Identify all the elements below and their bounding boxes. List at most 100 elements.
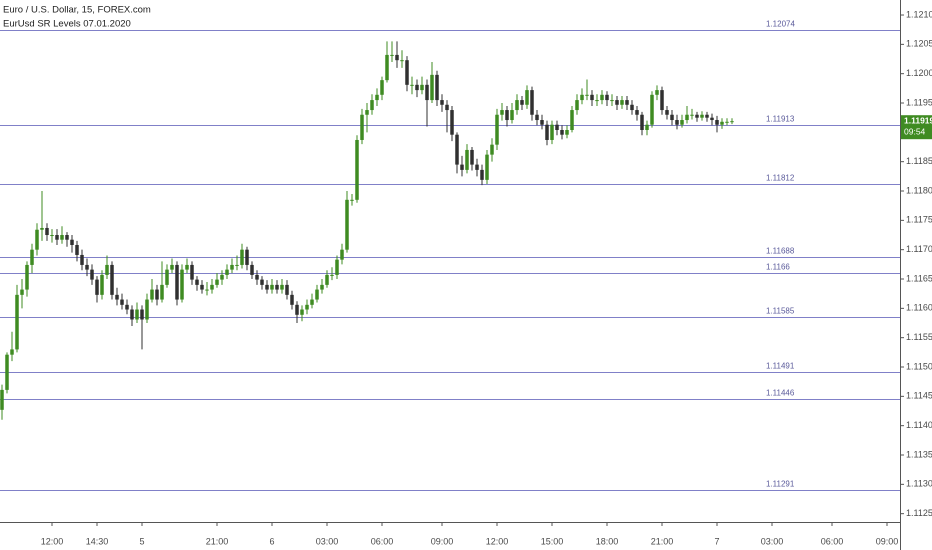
candle-body: [165, 269, 169, 285]
y-tick-label: 1.11350: [906, 449, 932, 459]
candle-body: [80, 254, 84, 265]
candle-body: [440, 100, 444, 105]
candle-body: [435, 74, 439, 101]
chart-subtitle: EurUsd SR Levels 07.01.2020: [3, 19, 131, 30]
x-tick-label: 09:00: [431, 536, 454, 546]
candle-body: [510, 110, 514, 121]
candle-body: [20, 289, 24, 295]
candle-body: [675, 120, 679, 125]
candle-body: [600, 94, 604, 101]
candle-body: [575, 100, 579, 111]
plot-area: 1.12074 1.11913 1.11812 1.11688 1.1166 1.1158…: [0, 20, 900, 491]
candle-body: [560, 130, 564, 135]
candle-body: [360, 114, 364, 140]
candle-body: [230, 264, 234, 270]
candle-body: [450, 110, 454, 135]
candle-body: [155, 289, 159, 300]
candle-body: [190, 264, 194, 280]
x-tick-label: 15:00: [541, 536, 564, 546]
candle-body: [95, 279, 99, 295]
candle-body: [720, 121, 724, 125]
candle-body: [225, 269, 229, 275]
candle-body: [200, 284, 204, 290]
candle-body: [680, 120, 684, 125]
sr-level-label: 1.11491: [766, 362, 795, 371]
x-tick-label: 03:00: [316, 536, 339, 546]
y-tick-label: 1.11500: [906, 361, 932, 371]
candle-body: [340, 249, 344, 260]
candle-body: [415, 84, 419, 91]
candle-body: [50, 235, 54, 237]
candle-body: [220, 274, 224, 280]
candle-body: [345, 199, 349, 250]
candle-body: [405, 60, 409, 85]
candle-body: [295, 304, 299, 315]
candle-body: [500, 110, 504, 115]
candle-body: [140, 309, 144, 320]
candle-body: [25, 264, 29, 290]
candle-body: [665, 110, 669, 115]
candle-body: [630, 104, 634, 111]
y-tick-label: 1.11550: [906, 332, 932, 342]
candle-body: [10, 349, 14, 355]
x-tick-label: 03:00: [761, 536, 784, 546]
candle-body: [60, 235, 64, 240]
candle-body: [490, 144, 494, 155]
y-tick-label: 1.11800: [906, 185, 932, 195]
countdown: 09:54: [904, 126, 926, 136]
candle-body: [320, 284, 324, 290]
candle-body: [310, 299, 314, 305]
candle-body: [160, 284, 164, 300]
y-tick-label: 1.11400: [906, 420, 932, 430]
candle-body: [535, 114, 539, 121]
candle-body: [635, 110, 639, 115]
candle-body: [585, 94, 589, 96]
candle-body: [90, 269, 94, 280]
y-tick-label: 1.11850: [906, 156, 932, 166]
candle-body: [655, 90, 659, 95]
candle-body: [255, 274, 259, 280]
candle-body: [300, 309, 304, 315]
candle-body: [715, 120, 719, 125]
candle-body: [285, 284, 289, 295]
candle-body: [505, 110, 509, 121]
candle-body: [280, 284, 284, 290]
candle-body: [640, 114, 644, 131]
candle-body: [15, 294, 19, 350]
candle-body: [530, 90, 534, 115]
candle-body: [395, 54, 399, 61]
y-tick-label: 1.12050: [906, 39, 932, 49]
candle-body: [610, 100, 614, 102]
candle-body: [555, 124, 559, 131]
x-tick-label: 18:00: [596, 536, 619, 546]
candle-body: [455, 134, 459, 165]
y-tick-label: 1.11250: [906, 508, 932, 518]
x-tick-label: 21:00: [651, 536, 674, 546]
candle-body: [45, 227, 49, 236]
candle-body: [470, 149, 474, 165]
y-tick-label: 1.11750: [906, 215, 932, 225]
candle-body: [170, 264, 174, 270]
candle-body: [400, 60, 404, 62]
candle-body: [690, 114, 694, 116]
candle-body: [40, 227, 44, 230]
sr-level-label: 1.11812: [766, 174, 795, 183]
candle-body: [195, 279, 199, 285]
x-tick-label: 5: [139, 536, 144, 546]
candle-body: [315, 289, 319, 300]
candle-body: [545, 124, 549, 140]
candle-body: [245, 249, 249, 265]
candle-body: [110, 264, 114, 295]
y-tick-label: 1.11700: [906, 244, 932, 254]
candle-body: [100, 274, 104, 295]
candle-body: [410, 84, 414, 86]
candle-body: [305, 304, 309, 310]
candle-body: [5, 354, 9, 390]
candle-body: [70, 239, 74, 245]
candle-body: [125, 304, 129, 310]
x-tick-label: 09:00: [876, 536, 899, 546]
x-tick-label: 7: [714, 536, 719, 546]
sr-level-label: 1.11446: [766, 389, 795, 398]
candle-body: [595, 100, 599, 102]
